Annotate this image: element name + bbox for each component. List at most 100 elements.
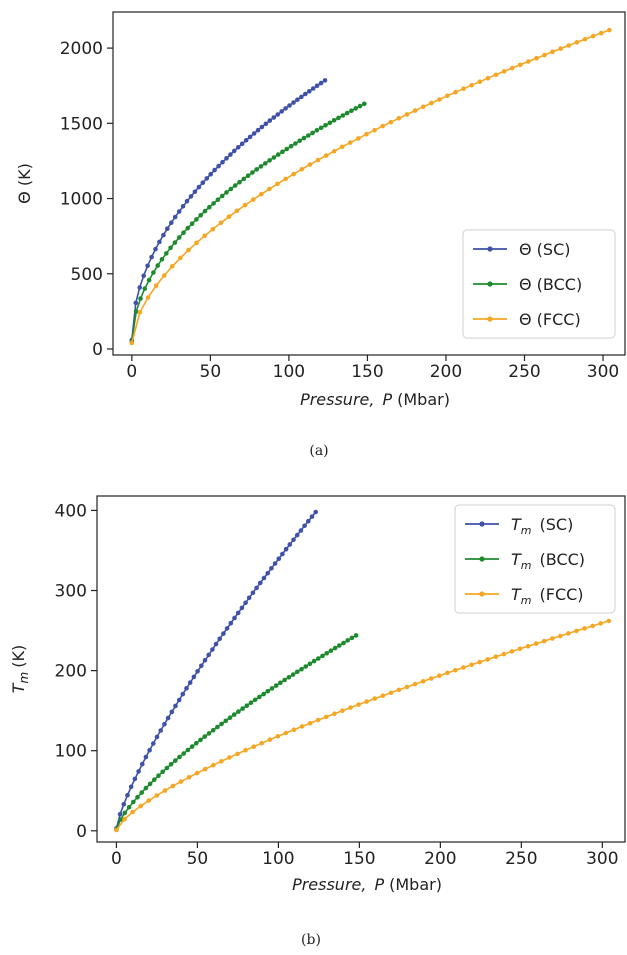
data-point: [314, 83, 320, 89]
data-point: [228, 152, 233, 157]
data-point: [437, 97, 442, 102]
data-point: [453, 89, 458, 95]
data-point: [217, 636, 222, 642]
data-point: [607, 27, 612, 33]
data-point: [396, 116, 402, 121]
data-point: [598, 30, 604, 36]
data-point: [541, 638, 547, 644]
data-point: [310, 130, 315, 136]
y-tick-label: 200: [55, 662, 87, 682]
data-point: [469, 82, 475, 88]
x-axis-label-unit: (Mbar): [397, 390, 450, 409]
data-point: [114, 827, 119, 833]
data-point: [550, 636, 555, 641]
data-point: [263, 121, 269, 127]
x-axis-label-var: P: [374, 875, 384, 894]
legend-label-sub: m: [521, 559, 532, 572]
data-point: [534, 55, 539, 61]
data-point: [184, 198, 190, 204]
data-point: [345, 638, 351, 643]
data-point: [404, 112, 410, 117]
x-tick-label: 50: [200, 362, 222, 382]
data-point: [259, 740, 265, 746]
data-point: [307, 661, 313, 667]
data-point: [293, 141, 298, 146]
data-point: [251, 131, 257, 136]
x-tick-label: 300: [587, 362, 619, 382]
data-point: [181, 751, 186, 756]
figure-caption: (b): [301, 932, 321, 948]
x-tick-label: 250: [508, 362, 540, 382]
data-point: [307, 720, 313, 726]
data-point: [224, 190, 229, 195]
x-axis-label-word: Pressure,: [300, 390, 374, 409]
data-point: [215, 724, 220, 730]
data-point: [404, 684, 410, 690]
data-point: [159, 257, 165, 262]
legend-label: Tm (FCC): [511, 585, 584, 607]
data-point: [574, 628, 579, 634]
data-point: [202, 766, 208, 772]
data-point: [275, 734, 281, 739]
data-point: [172, 240, 178, 245]
y-tick-label: 100: [55, 742, 87, 762]
data-point: [493, 654, 499, 659]
data-point: [269, 686, 275, 691]
legend-label-var: T: [511, 515, 522, 534]
data-point: [353, 633, 359, 638]
data-point: [232, 183, 238, 188]
data-point: [302, 523, 307, 529]
legend-label-sub: m: [521, 524, 532, 537]
data-point: [337, 643, 342, 648]
data-point: [272, 561, 278, 566]
data-point: [412, 108, 418, 113]
data-point: [126, 805, 132, 810]
x-tick-label: 150: [343, 849, 375, 869]
data-point: [131, 799, 136, 805]
x-tick-label: 100: [262, 849, 294, 869]
data-point: [239, 141, 245, 147]
data-point: [340, 708, 345, 713]
y-tick-label: 300: [55, 582, 87, 602]
x-axis-label: Pressure, P (Mbar): [300, 390, 450, 409]
data-point: [151, 741, 156, 746]
data-point: [278, 680, 283, 686]
data-point: [299, 666, 304, 672]
y-tick-label: 400: [55, 501, 87, 521]
data-point: [173, 703, 178, 709]
data-point: [232, 615, 237, 621]
data-point: [165, 226, 170, 231]
data-point: [558, 633, 563, 639]
data-point: [211, 201, 216, 206]
data-point: [178, 255, 183, 261]
data-point: [509, 65, 515, 71]
series-line: [115, 511, 317, 829]
data-point: [291, 100, 296, 105]
data-point: [168, 762, 174, 767]
data-point: [276, 556, 282, 561]
data-point: [180, 204, 186, 209]
series-1: [129, 101, 367, 344]
data-point: [372, 696, 378, 701]
data-point: [526, 59, 531, 64]
data-point: [263, 161, 268, 166]
series-line: [115, 620, 610, 831]
data-point: [566, 631, 571, 636]
data-point: [146, 798, 151, 803]
legend-box: [454, 504, 616, 614]
data-point: [224, 156, 229, 161]
data-point: [318, 125, 324, 131]
data-point: [287, 542, 293, 547]
data-point: [125, 792, 130, 798]
data-point: [469, 662, 474, 668]
data-point: [509, 649, 515, 654]
data-point: [141, 273, 146, 279]
data-point: [550, 49, 555, 55]
data-point: [210, 226, 216, 232]
x-tick-label: 150: [351, 362, 383, 382]
data-point: [235, 610, 241, 616]
data-point: [307, 162, 313, 167]
data-point: [265, 688, 271, 694]
x-tick-label: 50: [187, 849, 209, 869]
x-axis-label-word: Pressure,: [292, 875, 366, 894]
